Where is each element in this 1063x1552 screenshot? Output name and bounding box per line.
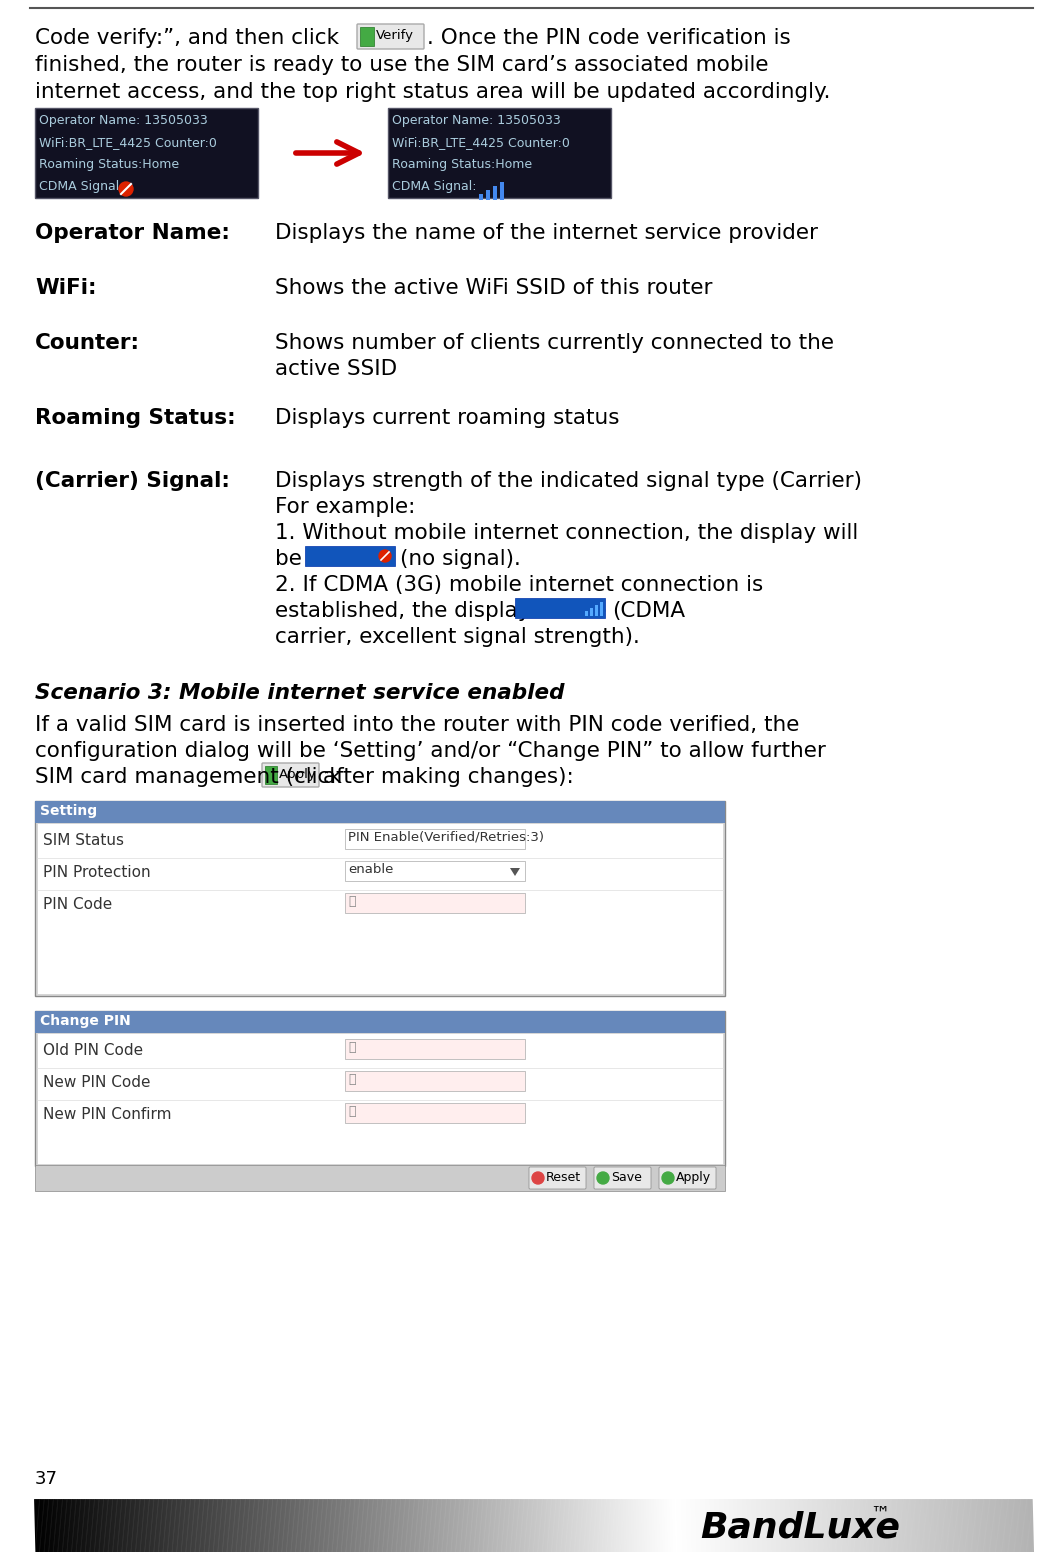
Text: (no signal).: (no signal).	[400, 549, 521, 570]
Bar	[35, 801, 725, 823]
Text: Save: Save	[611, 1172, 642, 1184]
Bar	[305, 546, 395, 566]
Bar	[590, 608, 593, 616]
Text: 🔒: 🔒	[348, 1041, 355, 1054]
Bar	[37, 823, 723, 993]
Circle shape	[532, 1172, 544, 1184]
Text: established, the display will be: established, the display will be	[275, 601, 606, 621]
Text: Roaming Status:Home: Roaming Status:Home	[392, 158, 533, 171]
Text: For example:: For example:	[275, 497, 416, 517]
Text: New PIN Confirm: New PIN Confirm	[43, 1107, 171, 1122]
Bar	[35, 1010, 725, 1166]
Bar	[493, 186, 497, 200]
Text: 37: 37	[35, 1470, 58, 1488]
Text: Operator Name:: Operator Name:	[35, 223, 230, 244]
Bar	[479, 194, 483, 200]
Text: Displays strength of the indicated signal type (Carrier): Displays strength of the indicated signa…	[275, 470, 862, 490]
Text: Counter:: Counter:	[35, 334, 140, 352]
Circle shape	[597, 1172, 609, 1184]
Text: CDMA Signal:: CDMA Signal:	[39, 180, 123, 192]
Bar	[514, 598, 605, 618]
Text: WiFi:BR_LTE_4425 Counter:0: WiFi:BR_LTE_4425 Counter:0	[392, 137, 570, 149]
Bar	[595, 605, 598, 616]
Bar	[345, 1103, 525, 1124]
Bar	[37, 1034, 723, 1164]
FancyBboxPatch shape	[261, 764, 319, 787]
Text: PIN Enable(Verified/Retries:3): PIN Enable(Verified/Retries:3)	[348, 830, 544, 844]
Text: be: be	[275, 549, 302, 570]
Text: (CDMA: (CDMA	[612, 601, 686, 621]
Bar	[500, 182, 504, 200]
Text: BandLuxe: BandLuxe	[701, 1510, 900, 1544]
Text: PIN Protection: PIN Protection	[43, 864, 151, 880]
Bar	[35, 801, 725, 996]
Text: ™: ™	[870, 1505, 890, 1524]
Text: Setting: Setting	[40, 804, 97, 818]
Text: Verify: Verify	[376, 29, 414, 42]
Text: Shows number of clients currently connected to the: Shows number of clients currently connec…	[275, 334, 834, 352]
Text: CDMA Signal:: CDMA Signal:	[392, 180, 476, 192]
Text: configuration dialog will be ‘Setting’ and/or “Change PIN” to allow further: configuration dialog will be ‘Setting’ a…	[35, 740, 826, 760]
Text: Reset: Reset	[546, 1172, 581, 1184]
Text: Operator Name: 13505033: Operator Name: 13505033	[392, 113, 561, 127]
Text: internet access, and the top right status area will be updated accordingly.: internet access, and the top right statu…	[35, 82, 830, 102]
Text: If a valid SIM card is inserted into the router with PIN code verified, the: If a valid SIM card is inserted into the…	[35, 715, 799, 736]
Bar	[345, 1071, 525, 1091]
Text: CDMA Signal:: CDMA Signal:	[517, 601, 592, 610]
Bar	[345, 892, 525, 913]
FancyBboxPatch shape	[594, 1167, 651, 1189]
Bar	[388, 109, 611, 199]
Text: 🔒: 🔒	[348, 896, 355, 908]
FancyBboxPatch shape	[357, 23, 424, 50]
Text: Displays current roaming status: Displays current roaming status	[275, 408, 620, 428]
Bar	[35, 109, 258, 199]
Circle shape	[119, 182, 133, 196]
Bar	[585, 611, 588, 616]
Circle shape	[379, 549, 391, 562]
Text: Operator Name: 13505033: Operator Name: 13505033	[39, 113, 207, 127]
Text: 2. If CDMA (3G) mobile internet connection is: 2. If CDMA (3G) mobile internet connecti…	[275, 574, 763, 594]
Bar	[345, 861, 525, 882]
Text: after making changes):: after making changes):	[323, 767, 574, 787]
Text: SIM card management (click: SIM card management (click	[35, 767, 341, 787]
Bar	[345, 1038, 525, 1058]
Text: 🔒: 🔒	[348, 1072, 355, 1086]
Text: Roaming Status:: Roaming Status:	[35, 408, 236, 428]
Bar	[345, 829, 525, 849]
Bar	[35, 1010, 725, 1034]
FancyBboxPatch shape	[659, 1167, 716, 1189]
Text: Code verify:”, and then click: Code verify:”, and then click	[35, 28, 339, 48]
Text: Roaming Status:Home: Roaming Status:Home	[39, 158, 180, 171]
FancyBboxPatch shape	[529, 1167, 586, 1189]
Text: finished, the router is ready to use the SIM card’s associated mobile: finished, the router is ready to use the…	[35, 54, 769, 74]
Text: CDMA Signal:: CDMA Signal:	[307, 548, 382, 559]
Bar	[486, 189, 490, 200]
Text: . Once the PIN code verification is: . Once the PIN code verification is	[427, 28, 791, 48]
Text: PIN Code: PIN Code	[43, 897, 113, 913]
Polygon shape	[510, 868, 520, 875]
Bar	[600, 602, 603, 616]
Text: Apply: Apply	[279, 768, 317, 781]
Text: enable: enable	[348, 863, 393, 875]
Text: 🔒: 🔒	[348, 1105, 355, 1117]
Text: Apply: Apply	[676, 1172, 711, 1184]
Text: carrier, excellent signal strength).: carrier, excellent signal strength).	[275, 627, 640, 647]
Text: (Carrier) Signal:: (Carrier) Signal:	[35, 470, 230, 490]
Text: Scenario 3: Mobile internet service enabled: Scenario 3: Mobile internet service enab…	[35, 683, 564, 703]
Circle shape	[662, 1172, 674, 1184]
Text: WiFi:BR_LTE_4425 Counter:0: WiFi:BR_LTE_4425 Counter:0	[39, 137, 217, 149]
Text: active SSID: active SSID	[275, 359, 398, 379]
Text: 1. Without mobile internet connection, the display will: 1. Without mobile internet connection, t…	[275, 523, 858, 543]
Text: SIM Status: SIM Status	[43, 833, 124, 847]
Bar	[265, 767, 277, 784]
Text: WiFi:: WiFi:	[35, 278, 97, 298]
Text: Displays the name of the internet service provider: Displays the name of the internet servic…	[275, 223, 819, 244]
Text: Shows the active WiFi SSID of this router: Shows the active WiFi SSID of this route…	[275, 278, 712, 298]
Bar	[360, 26, 374, 47]
Text: Change PIN: Change PIN	[40, 1013, 131, 1027]
Bar	[35, 1166, 725, 1190]
Text: Old PIN Code: Old PIN Code	[43, 1043, 144, 1058]
Text: New PIN Code: New PIN Code	[43, 1076, 151, 1090]
